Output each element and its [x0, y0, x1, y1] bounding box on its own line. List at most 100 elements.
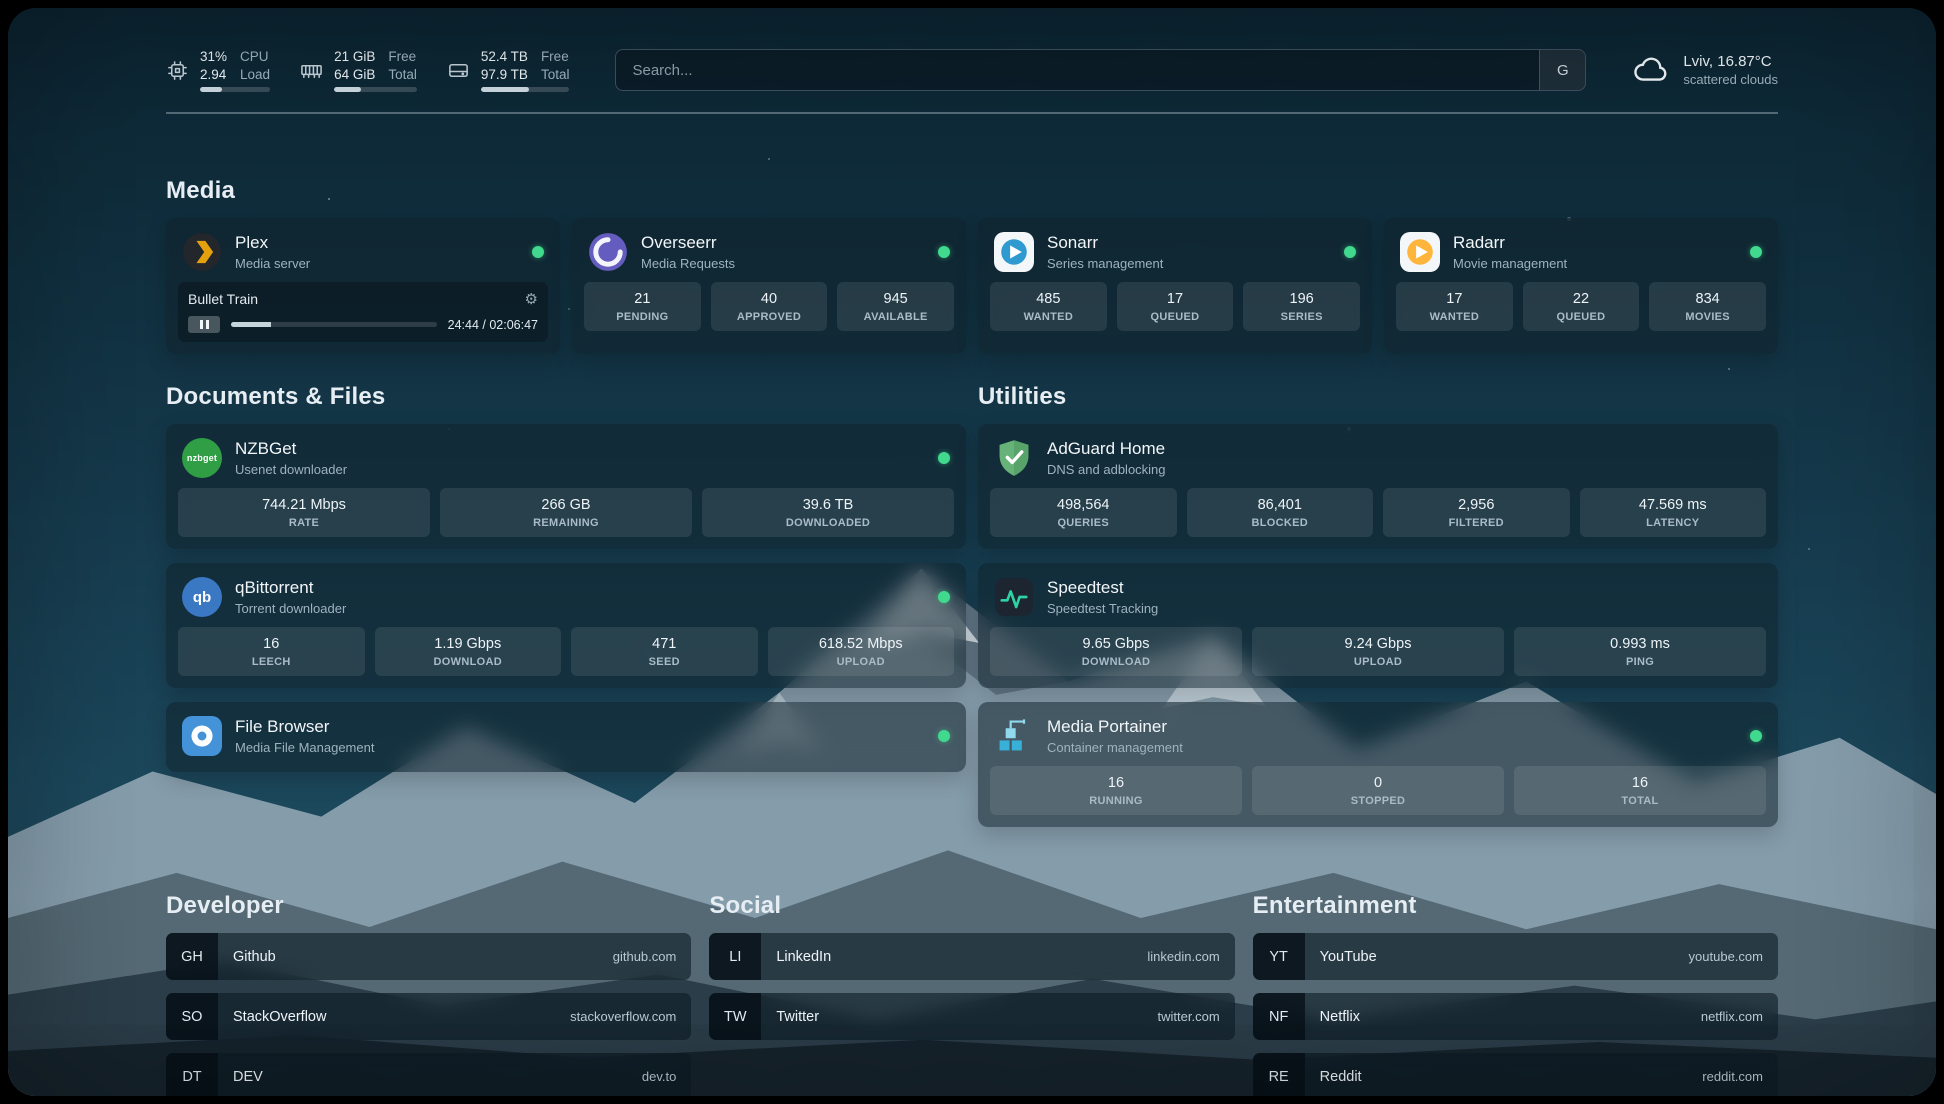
- service-name: Media Portainer: [1047, 717, 1168, 737]
- service-card-sonarr[interactable]: Sonarr Series management 485 WANTED 17 Q…: [978, 218, 1372, 355]
- settings-gear-icon[interactable]: ⚙: [524, 291, 538, 309]
- bookmark-name: StackOverflow: [233, 1008, 327, 1025]
- disk-total-value: 97.9 TB: [480, 66, 528, 82]
- status-dot: [532, 246, 544, 259]
- service-card-plex[interactable]: Plex Media server Bullet Train ⚙: [166, 218, 560, 355]
- service-name: Speedtest: [1047, 578, 1124, 598]
- bookmark-abbr: TW: [709, 993, 762, 1041]
- stat-box: 16 TOTAL: [1514, 766, 1766, 816]
- bookmarks-developer: Developer GH Github github.com SO StackO…: [166, 891, 692, 1096]
- playback-progress-bar[interactable]: [231, 322, 437, 328]
- service-card-filebrowser[interactable]: File Browser Media File Management: [166, 702, 966, 773]
- nzbget-icon: nzbget: [182, 438, 222, 479]
- stat-box: 498,564 QUERIES: [990, 488, 1177, 538]
- service-name: NZBGet: [235, 439, 297, 459]
- stat-box: 17 QUEUED: [1116, 282, 1234, 332]
- service-description: Series management: [1047, 256, 1164, 272]
- status-dot: [938, 452, 950, 465]
- status-dot: [938, 246, 950, 259]
- service-card-speedtest[interactable]: Speedtest Speedtest Tracking 9.65 Gbps D…: [978, 563, 1778, 689]
- section-title-documents: Documents & Files: [166, 383, 386, 411]
- cpu-usage-label: CPU: [240, 49, 269, 64]
- filebrowser-icon: [182, 716, 222, 757]
- service-name: File Browser: [235, 717, 330, 737]
- stat-box: 17 WANTED: [1396, 282, 1513, 332]
- service-description: DNS and adblocking: [1047, 462, 1166, 478]
- bookmark-dev[interactable]: DT DEV dev.to: [166, 1053, 692, 1096]
- stat-box: 9.65 Gbps DOWNLOAD: [990, 627, 1242, 677]
- section-title-developer: Developer: [166, 892, 284, 920]
- cpu-load-value: 2.94: [200, 66, 227, 82]
- stat-box: 1.19 Gbps DOWNLOAD: [374, 627, 561, 677]
- cpu-load-label: Load: [240, 66, 271, 82]
- bookmark-url: netflix.com: [1700, 1009, 1763, 1025]
- weather-location: Lviv, 16.87°C: [1683, 53, 1772, 71]
- service-card-radarr[interactable]: Radarr Movie management 17 WANTED 22 QUE…: [1384, 218, 1778, 355]
- search-input[interactable]: [616, 50, 1540, 91]
- status-dot: [938, 730, 950, 743]
- service-card-overseerr[interactable]: Overseerr Media Requests 21 PENDING 40 A…: [572, 218, 966, 355]
- bookmark-youtube[interactable]: YT YouTube youtube.com: [1252, 933, 1778, 981]
- pause-button[interactable]: [188, 316, 220, 334]
- service-name: Overseerr: [641, 233, 717, 253]
- section-title-entertainment: Entertainment: [1252, 892, 1417, 920]
- status-dot: [1750, 730, 1762, 743]
- bookmark-url: youtube.com: [1688, 949, 1763, 965]
- bookmark-url: linkedin.com: [1147, 949, 1220, 965]
- bookmarks-entertainment: Entertainment YT YouTube youtube.com NF …: [1252, 891, 1778, 1096]
- service-card-portainer[interactable]: Media Portainer Container management 16 …: [978, 702, 1778, 828]
- weather-widget: Lviv, 16.87°C scattered clouds: [1632, 53, 1778, 87]
- memory-progress-bar: [334, 87, 417, 93]
- disk-icon: [448, 63, 468, 77]
- section-documents: Documents & Files nzbget NZBGet Usenet d…: [166, 382, 966, 773]
- bookmark-abbr: DT: [166, 1053, 218, 1096]
- cpu-usage-value: 31%: [200, 49, 228, 64]
- bookmark-url: dev.to: [641, 1069, 677, 1085]
- bookmark-name: LinkedIn: [776, 948, 832, 965]
- service-description: Movie management: [1453, 256, 1568, 272]
- now-playing-title: Bullet Train: [188, 291, 259, 308]
- plex-now-playing-widget: Bullet Train ⚙ 24:44 / 02:06:47: [178, 282, 548, 343]
- disk-total-label: Total: [540, 66, 570, 82]
- bookmark-abbr: NF: [1252, 993, 1305, 1041]
- bookmarks-social: Social LI LinkedIn linkedin.com TW Twitt…: [709, 891, 1235, 1096]
- bookmark-url: twitter.com: [1157, 1009, 1220, 1025]
- bookmark-abbr: LI: [709, 933, 762, 981]
- qbittorrent-icon: qb: [182, 577, 222, 618]
- bookmark-linkedin[interactable]: LI LinkedIn linkedin.com: [709, 933, 1235, 981]
- bookmark-url: stackoverflow.com: [570, 1009, 677, 1025]
- bookmark-url: github.com: [612, 949, 677, 965]
- service-card-nzbget[interactable]: nzbget NZBGet Usenet downloader 744.21 M…: [166, 424, 966, 550]
- stat-box: 266 GB REMAINING: [440, 488, 692, 538]
- bookmark-abbr: SO: [166, 993, 218, 1041]
- stat-box: 21 PENDING: [584, 282, 701, 332]
- service-name: Sonarr: [1047, 233, 1099, 253]
- search-provider-button[interactable]: G: [1539, 50, 1586, 91]
- bookmark-reddit[interactable]: RE Reddit reddit.com: [1252, 1053, 1778, 1096]
- stat-box: 471 SEED: [571, 627, 758, 677]
- dashboard-content: 31% CPU 2.94 Load: [166, 8, 1778, 1096]
- plex-icon: [182, 232, 222, 272]
- overseerr-icon: [588, 232, 628, 272]
- section-title-utilities: Utilities: [978, 383, 1067, 411]
- adguard-icon: [994, 438, 1034, 478]
- bookmark-abbr: GH: [166, 933, 218, 981]
- portainer-icon: [994, 716, 1034, 756]
- bookmark-stackoverflow[interactable]: SO StackOverflow stackoverflow.com: [166, 993, 692, 1041]
- bookmark-github[interactable]: GH Github github.com: [166, 933, 692, 981]
- bookmark-twitter[interactable]: TW Twitter twitter.com: [709, 993, 1235, 1041]
- cpu-progress-bar: [200, 87, 271, 93]
- service-card-adguard[interactable]: AdGuard Home DNS and adblocking 498,564 …: [978, 424, 1778, 550]
- bookmark-netflix[interactable]: NF Netflix netflix.com: [1252, 993, 1778, 1041]
- stat-box: 22 QUEUED: [1522, 282, 1640, 332]
- bookmark-name: Twitter: [776, 1008, 820, 1025]
- resource-widgets: 31% CPU 2.94 Load: [166, 48, 570, 93]
- media-card-grid: Plex Media server Bullet Train ⚙: [166, 218, 1778, 355]
- stat-box: 40 APPROVED: [710, 282, 828, 332]
- bookmark-name: DEV: [233, 1068, 263, 1085]
- memory-widget: 21 GiB Free 64 GiB Total: [300, 48, 417, 93]
- bookmark-abbr: RE: [1252, 1053, 1305, 1096]
- service-card-qbittorrent[interactable]: qb qBittorrent Torrent downloader 16 LEE…: [166, 563, 966, 689]
- cloud-icon: [1634, 57, 1667, 81]
- status-dot: [938, 591, 950, 604]
